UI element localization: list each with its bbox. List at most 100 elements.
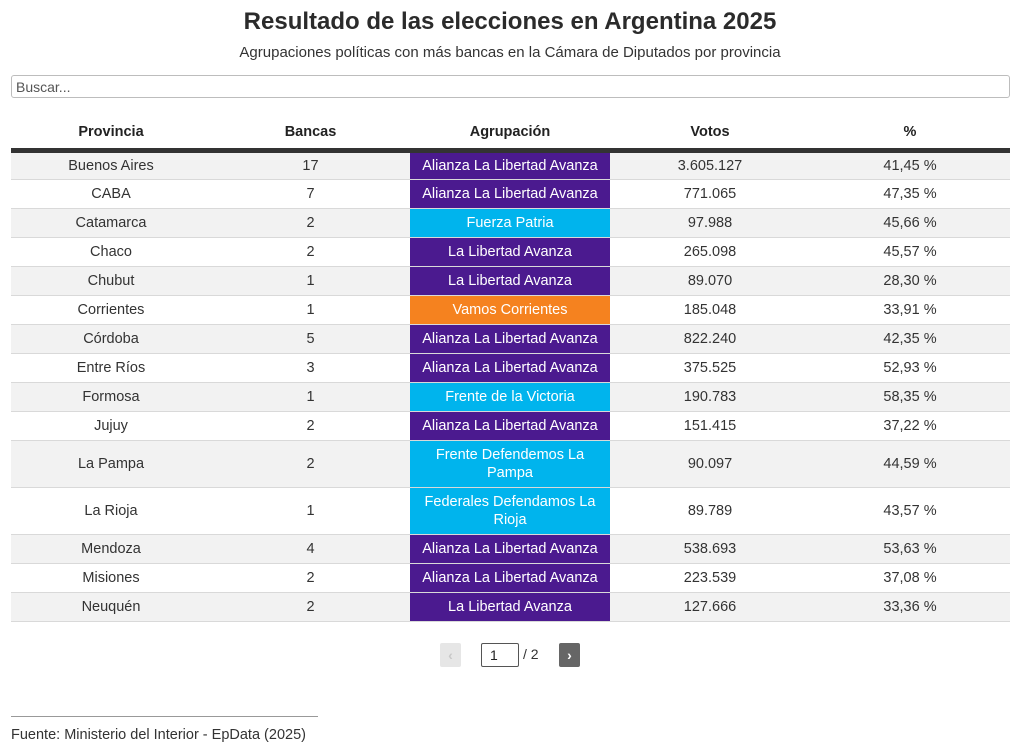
table-row: Chaco 2 La Libertad Avanza 265.098 45,57 % [11, 237, 1010, 267]
cell-agrupacion: Frente de la Victoria [410, 382, 610, 412]
cell-provincia: Catamarca [11, 208, 211, 238]
cell-porcentaje: 53,63 % [810, 534, 1010, 564]
table-row: Corrientes 1 Vamos Corrientes 185.048 33,91 … [11, 295, 1010, 325]
cell-bancas: 4 [211, 534, 410, 564]
cell-votos: 97.988 [610, 208, 810, 238]
table-body: Buenos Aires 17 Alianza La Libertad Avanza… [11, 150, 1010, 622]
cell-agrupacion: Alianza La Libertad Avanza [410, 353, 610, 383]
source-divider [11, 716, 318, 717]
cell-bancas: 1 [211, 487, 410, 535]
column-header-porcentaje[interactable]: % [810, 115, 1010, 153]
cell-agrupacion: Vamos Corrientes [410, 295, 610, 325]
cell-votos: 771.065 [610, 179, 810, 209]
table-row: Chubut 1 La Libertad Avanza 89.070 28,30 % [11, 266, 1010, 296]
cell-bancas: 2 [211, 411, 410, 441]
table-row: La Pampa 2 Frente Defendemos La Pampa 90.09… [11, 440, 1010, 488]
table-row: Jujuy 2 Alianza La Libertad Avanza 151.415 3… [11, 411, 1010, 441]
cell-votos: 265.098 [610, 237, 810, 267]
table-row: Mendoza 4 Alianza La Libertad Avanza 538.69… [11, 534, 1010, 564]
pagination: ‹ / 2 › [0, 643, 1020, 667]
cell-provincia: CABA [11, 179, 211, 209]
cell-bancas: 2 [211, 440, 410, 488]
table-row: Formosa 1 Frente de la Victoria 190.783 58,3… [11, 382, 1010, 412]
cell-provincia: La Rioja [11, 487, 211, 535]
cell-provincia: Misiones [11, 563, 211, 593]
cell-provincia: Chubut [11, 266, 211, 296]
table-row: Entre Ríos 3 Alianza La Libertad Avanza 375… [11, 353, 1010, 383]
cell-agrupacion: Alianza La Libertad Avanza [410, 411, 610, 441]
cell-agrupacion: Federales Defendamos La Rioja [410, 487, 610, 535]
cell-votos: 375.525 [610, 353, 810, 383]
cell-votos: 185.048 [610, 295, 810, 325]
cell-agrupacion: Alianza La Libertad Avanza [410, 563, 610, 593]
cell-porcentaje: 33,36 % [810, 592, 1010, 622]
cell-porcentaje: 37,08 % [810, 563, 1010, 593]
table-row: Neuquén 2 La Libertad Avanza 127.666 33,36 % [11, 592, 1010, 622]
column-header-votos[interactable]: Votos [610, 115, 810, 153]
cell-bancas: 2 [211, 208, 410, 238]
cell-provincia: Córdoba [11, 324, 211, 354]
cell-provincia: Formosa [11, 382, 211, 412]
cell-votos: 190.783 [610, 382, 810, 412]
cell-votos: 89.789 [610, 487, 810, 535]
previous-page-button[interactable]: ‹ [440, 643, 461, 667]
cell-porcentaje: 33,91 % [810, 295, 1010, 325]
table-row: Córdoba 5 Alianza La Libertad Avanza 822.24… [11, 324, 1010, 354]
cell-porcentaje: 42,35 % [810, 324, 1010, 354]
cell-provincia: La Pampa [11, 440, 211, 488]
cell-votos: 151.415 [610, 411, 810, 441]
column-header-bancas[interactable]: Bancas [211, 115, 410, 153]
cell-porcentaje: 45,66 % [810, 208, 1010, 238]
cell-agrupacion: Alianza La Libertad Avanza [410, 534, 610, 564]
cell-bancas: 1 [211, 382, 410, 412]
cell-bancas: 1 [211, 266, 410, 296]
column-header-provincia[interactable]: Provincia [11, 115, 211, 153]
page-total-label: / 2 [523, 646, 539, 662]
page-number-input[interactable] [481, 643, 519, 667]
table-row: Buenos Aires 17 Alianza La Libertad Avanza… [11, 150, 1010, 180]
cell-votos: 822.240 [610, 324, 810, 354]
cell-agrupacion: Alianza La Libertad Avanza [410, 324, 610, 354]
cell-porcentaje: 43,57 % [810, 487, 1010, 535]
cell-votos: 223.539 [610, 563, 810, 593]
chart-title: Resultado de las elecciones en Argentina… [243, 8, 777, 35]
cell-porcentaje: 28,30 % [810, 266, 1010, 296]
cell-bancas: 1 [211, 295, 410, 325]
cell-bancas: 7 [211, 179, 410, 209]
cell-provincia: Chaco [11, 237, 211, 267]
cell-provincia: Neuquén [11, 592, 211, 622]
table-header-row: Provincia Bancas Agrupación Votos % [11, 115, 1010, 153]
cell-bancas: 5 [211, 324, 410, 354]
cell-provincia: Entre Ríos [11, 353, 211, 383]
cell-porcentaje: 37,22 % [810, 411, 1010, 441]
cell-provincia: Buenos Aires [11, 150, 211, 180]
table-row: CABA 7 Alianza La Libertad Avanza 771.065 47… [11, 179, 1010, 209]
cell-bancas: 17 [211, 150, 410, 180]
cell-provincia: Mendoza [11, 534, 211, 564]
cell-bancas: 2 [211, 563, 410, 593]
table-row: La Rioja 1 Federales Defendamos La Rioja 89… [11, 487, 1010, 535]
cell-porcentaje: 45,57 % [810, 237, 1010, 267]
cell-agrupacion: La Libertad Avanza [410, 237, 610, 267]
cell-provincia: Corrientes [11, 295, 211, 325]
cell-votos: 127.666 [610, 592, 810, 622]
cell-agrupacion: La Libertad Avanza [410, 592, 610, 622]
cell-agrupacion: Frente Defendemos La Pampa [410, 440, 610, 488]
cell-porcentaje: 44,59 % [810, 440, 1010, 488]
next-page-button[interactable]: › [559, 643, 580, 667]
cell-votos: 3.605.127 [610, 150, 810, 180]
cell-bancas: 3 [211, 353, 410, 383]
table-row: Misiones 2 Alianza La Libertad Avanza 223.5… [11, 563, 1010, 593]
cell-porcentaje: 41,45 % [810, 150, 1010, 180]
cell-votos: 89.070 [610, 266, 810, 296]
cell-porcentaje: 47,35 % [810, 179, 1010, 209]
table-row: Catamarca 2 Fuerza Patria 97.988 45,66 % [11, 208, 1010, 238]
chart-subtitle: Agrupaciones políticas con más bancas en… [239, 44, 781, 61]
search-input[interactable] [11, 75, 1010, 98]
cell-votos: 538.693 [610, 534, 810, 564]
column-header-agrupacion[interactable]: Agrupación [410, 115, 610, 153]
cell-agrupacion: Alianza La Libertad Avanza [410, 150, 610, 180]
cell-agrupacion: Alianza La Libertad Avanza [410, 179, 610, 209]
cell-bancas: 2 [211, 592, 410, 622]
cell-provincia: Jujuy [11, 411, 211, 441]
